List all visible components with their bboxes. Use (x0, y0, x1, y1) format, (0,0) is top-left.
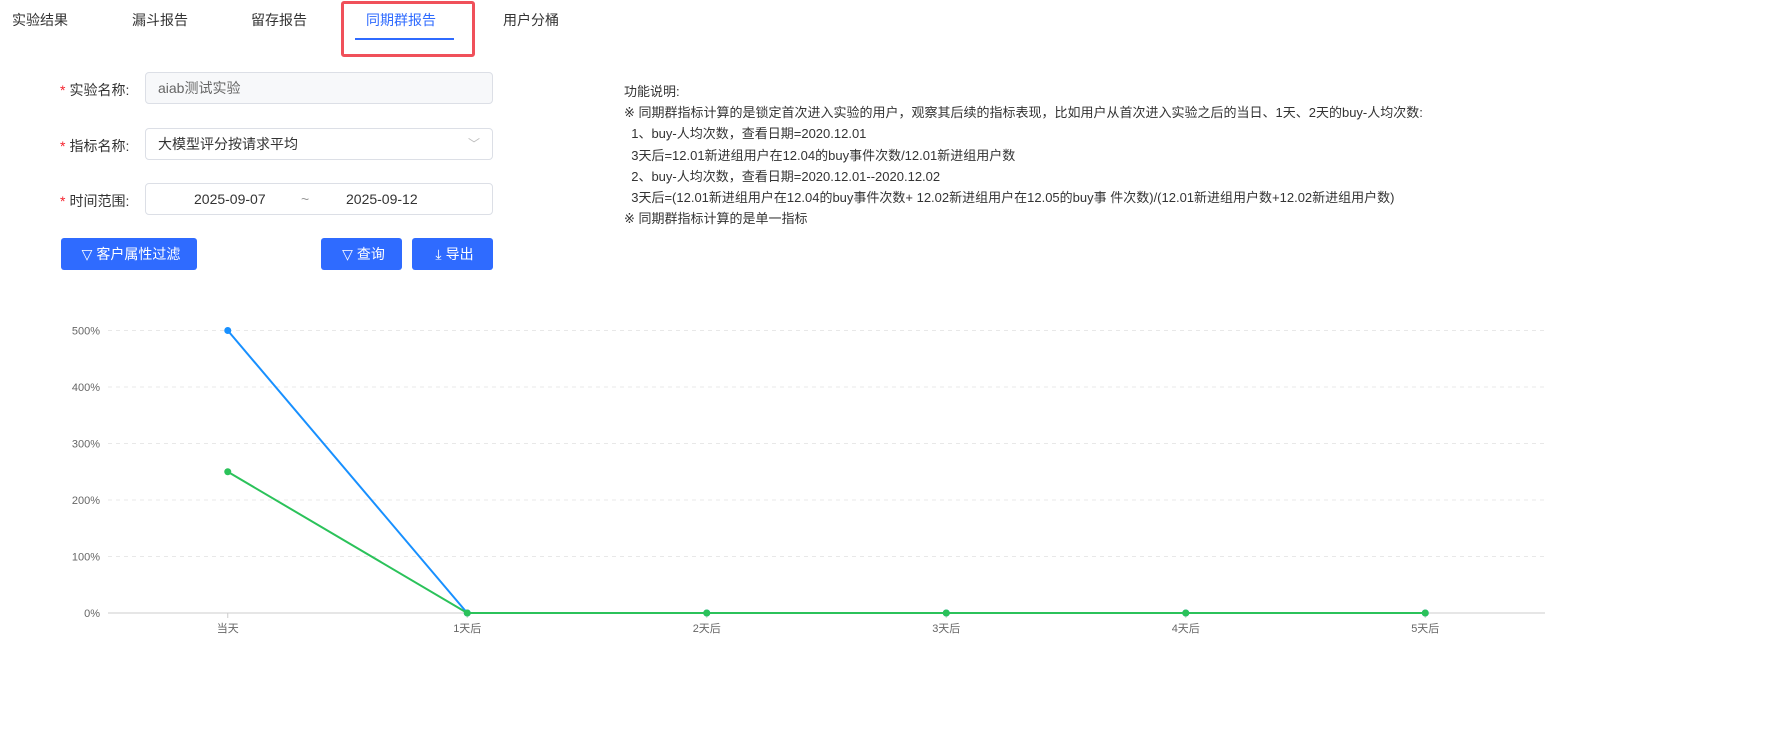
start-date[interactable]: 2025-09-07 (194, 191, 266, 207)
highlight-box (341, 1, 475, 57)
y-tick-label: 100% (72, 552, 100, 564)
filter-icon: ▽ (342, 246, 353, 262)
data-point (1182, 609, 1190, 617)
y-tick-label: 500% (72, 326, 100, 338)
x-tick-label: 3天后 (932, 622, 960, 635)
data-point (703, 609, 711, 617)
x-tick-label: 5天后 (1411, 622, 1439, 635)
y-tick-label: 300% (72, 439, 100, 451)
tab-retention-report[interactable]: 留存报告 (251, 12, 307, 28)
x-tick-label: 4天后 (1172, 622, 1200, 635)
experiment-name-input[interactable]: aiab测试实验 (145, 72, 493, 104)
y-tick-label: 200% (72, 495, 100, 507)
filter-icon: ▽ (81, 246, 93, 262)
date-separator: ~ (301, 191, 310, 207)
x-tick-label: 2天后 (693, 622, 721, 635)
metric-select[interactable]: 大模型评分按请求平均 ﹀ (145, 128, 493, 160)
tab-user-buckets[interactable]: 用户分桶 (503, 12, 559, 28)
y-tick-label: 400% (72, 382, 100, 394)
tab-cohort-report[interactable]: 同期群报告 (366, 12, 436, 28)
experiment-name-label: * 实验名称: (60, 82, 130, 98)
series-line-2 (227, 470, 1426, 614)
data-point (224, 468, 232, 476)
tab-experiment-results[interactable]: 实验结果 (12, 12, 68, 28)
customer-attribute-filter-button[interactable]: ▽ 客户属性过滤 (61, 238, 197, 270)
chevron-down-icon: ﹀ (467, 137, 480, 151)
cohort-line-chart: 0% 100% 200% 300% 400% 500% 当天 1天后 2天后 3天后 4天后 5天后 (72, 326, 1545, 635)
time-range-label: * 时间范围: (60, 193, 130, 209)
data-point (224, 327, 232, 334)
x-tick-label: 1天后 (453, 622, 481, 635)
y-tick-label: 0% (84, 608, 100, 620)
metric-value: 大模型评分按请求平均 (158, 136, 298, 152)
download-icon: ⤓ (435, 246, 442, 262)
series-line-1 (226, 329, 1426, 614)
date-range-picker[interactable]: 2025-09-07 ~ 2025-09-12 (145, 183, 493, 215)
end-date[interactable]: 2025-09-12 (346, 191, 418, 207)
data-point (942, 609, 950, 617)
query-button[interactable]: ▽ 查询 (321, 238, 402, 270)
tab-funnel-report[interactable]: 漏斗报告 (132, 12, 188, 28)
metric-name-label: * 指标名称: (60, 138, 130, 154)
feature-description: 功能说明: ※ 同期群指标计算的是锁定首次进入实验的用户，观察其后续的指标表现，比… (624, 84, 1423, 227)
active-tab-indicator (355, 38, 454, 40)
data-point (1421, 609, 1429, 617)
export-button[interactable]: ⤓ 导出 (412, 238, 493, 270)
data-point (463, 609, 471, 617)
x-tick-label: 当天 (217, 621, 239, 635)
